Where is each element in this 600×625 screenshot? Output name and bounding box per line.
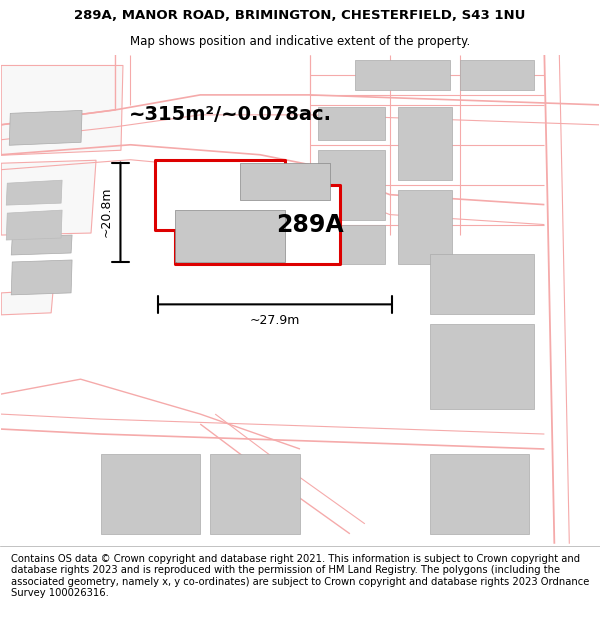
Text: ~27.9m: ~27.9m <box>250 314 300 327</box>
Text: 289A: 289A <box>276 213 344 237</box>
Text: Contains OS data © Crown copyright and database right 2021. This information is : Contains OS data © Crown copyright and d… <box>11 554 589 598</box>
Text: Map shows position and indicative extent of the property.: Map shows position and indicative extent… <box>130 35 470 48</box>
Text: ~20.8m: ~20.8m <box>100 187 113 238</box>
Text: ~315m²/~0.078ac.: ~315m²/~0.078ac. <box>128 106 332 124</box>
Text: 289A, MANOR ROAD, BRIMINGTON, CHESTERFIELD, S43 1NU: 289A, MANOR ROAD, BRIMINGTON, CHESTERFIE… <box>74 9 526 22</box>
